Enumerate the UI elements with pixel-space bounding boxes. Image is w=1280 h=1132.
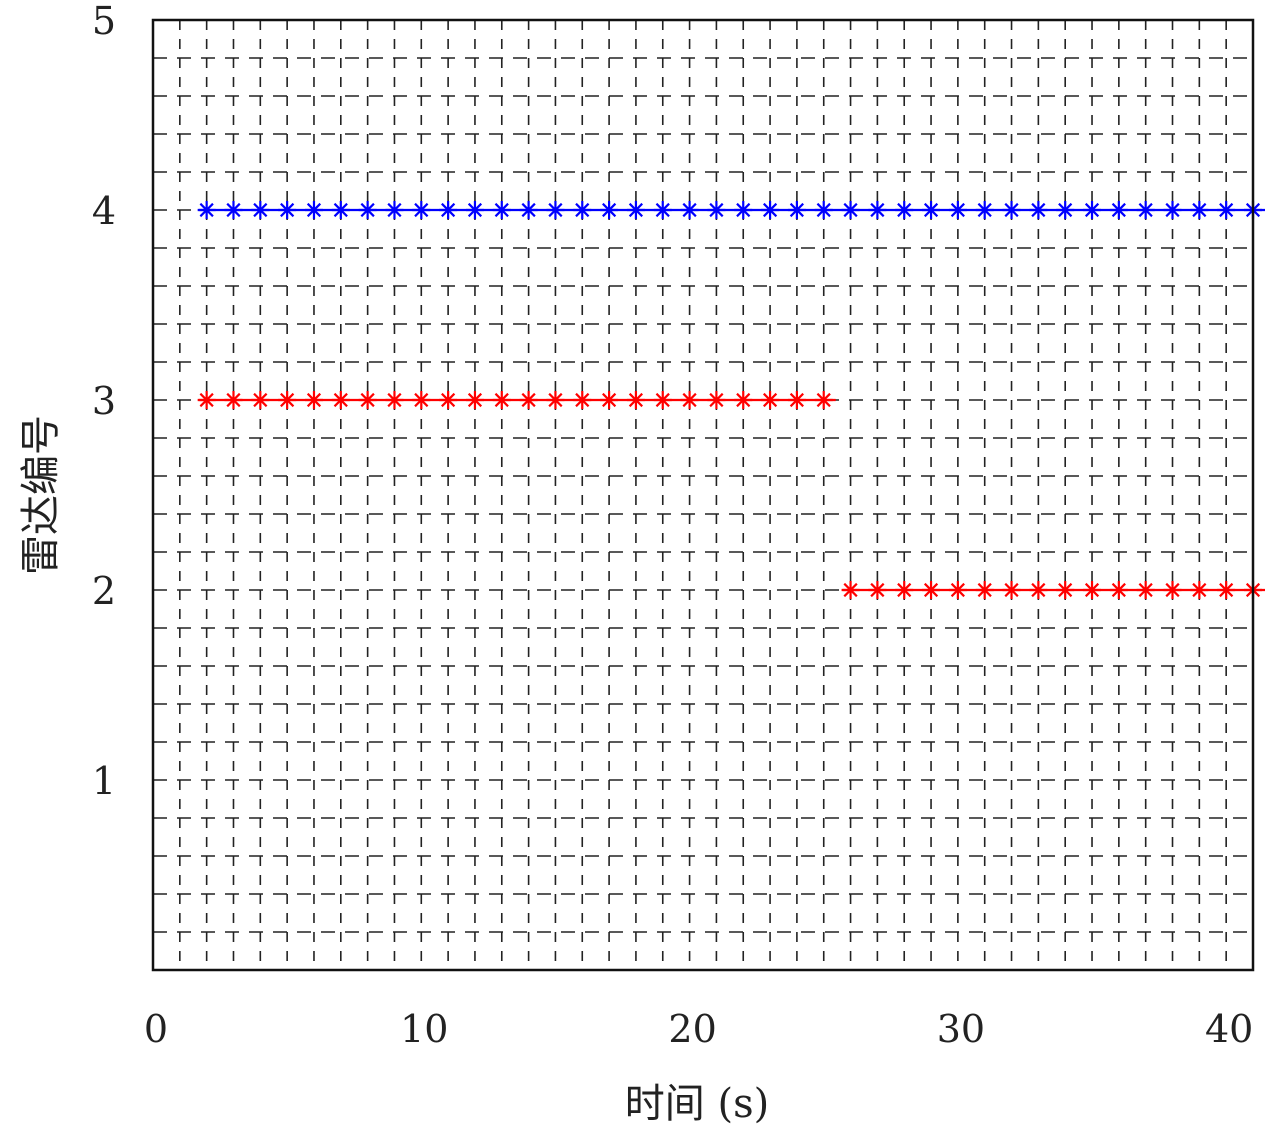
data-point <box>1029 581 1048 599</box>
data-point <box>1002 201 1021 219</box>
data-point <box>922 581 941 599</box>
data-point <box>1029 201 1048 219</box>
x-tick-label: 30 <box>937 1007 985 1051</box>
data-point <box>868 201 887 219</box>
data-point <box>1056 201 1075 219</box>
data-point <box>304 201 323 219</box>
data-point <box>573 201 592 219</box>
data-point <box>1056 581 1075 599</box>
data-point <box>331 391 350 409</box>
x-tick-labels: 0 10 20 30 40 <box>144 1007 1253 1051</box>
data-point <box>519 391 538 409</box>
data-point <box>975 201 994 219</box>
data-point <box>868 581 887 599</box>
y-tick-label: 2 <box>92 569 116 613</box>
data-point <box>1217 581 1236 599</box>
data-point <box>814 391 833 409</box>
data-point <box>1083 581 1102 599</box>
data-point <box>546 201 565 219</box>
data-point <box>1136 581 1155 599</box>
data-point <box>600 391 619 409</box>
y-tick-labels: 1 2 3 4 5 <box>92 0 116 803</box>
y-tick-label: 1 <box>92 759 116 803</box>
data-point <box>1217 201 1236 219</box>
data-point <box>975 581 994 599</box>
data-point <box>734 391 753 409</box>
data-point <box>895 581 914 599</box>
data-point <box>787 201 806 219</box>
plot-frame <box>151 18 1255 972</box>
data-point <box>1190 581 1209 599</box>
data-point <box>385 391 404 409</box>
data-point <box>331 201 350 219</box>
grid <box>153 20 1253 970</box>
data-point <box>1083 201 1102 219</box>
data-point <box>1002 581 1021 599</box>
data-point <box>948 201 967 219</box>
data-point <box>412 391 431 409</box>
data-point <box>224 201 243 219</box>
data-point <box>492 391 511 409</box>
data-point <box>251 391 270 409</box>
data-point <box>600 201 619 219</box>
data-point <box>761 201 780 219</box>
data-point <box>948 581 967 599</box>
data-point <box>197 201 216 219</box>
data-point <box>1109 201 1128 219</box>
data-point <box>439 201 458 219</box>
x-tick-label: 0 <box>144 1007 168 1051</box>
data-point <box>1136 201 1155 219</box>
data-point <box>1163 581 1182 599</box>
series-lines <box>198 208 1265 592</box>
data-point <box>492 201 511 219</box>
data-point <box>278 201 297 219</box>
y-tick-label: 4 <box>92 189 116 233</box>
data-point <box>465 201 484 219</box>
data-point <box>814 201 833 219</box>
y-axis-label: 雷达编号 <box>18 415 64 575</box>
data-point <box>680 391 699 409</box>
data-point <box>546 391 565 409</box>
y-tick-label: 5 <box>92 0 116 43</box>
data-point <box>1163 201 1182 219</box>
data-point <box>895 201 914 219</box>
data-point <box>653 201 672 219</box>
x-axis-label: 时间 (s) <box>625 1081 769 1127</box>
y-tick-label: 3 <box>92 379 116 423</box>
data-point <box>573 391 592 409</box>
data-point <box>278 391 297 409</box>
data-point <box>626 391 645 409</box>
data-point <box>224 391 243 409</box>
x-tick-label: 20 <box>668 1007 716 1051</box>
data-point <box>465 391 484 409</box>
data-point <box>787 391 806 409</box>
data-point <box>519 201 538 219</box>
data-point <box>1109 581 1128 599</box>
data-point <box>412 201 431 219</box>
data-point <box>841 201 860 219</box>
data-point <box>197 391 216 409</box>
data-point <box>358 201 377 219</box>
data-point <box>761 391 780 409</box>
data-point <box>707 201 726 219</box>
data-point <box>439 391 458 409</box>
x-tick-label: 10 <box>400 1007 448 1051</box>
data-point <box>841 581 860 599</box>
data-point <box>251 201 270 219</box>
markers <box>197 201 1262 599</box>
data-point <box>385 201 404 219</box>
data-point <box>734 201 753 219</box>
data-point <box>653 391 672 409</box>
x-tick-label: 40 <box>1205 1007 1253 1051</box>
data-point <box>358 391 377 409</box>
data-point <box>922 201 941 219</box>
data-point <box>707 391 726 409</box>
data-point <box>1190 201 1209 219</box>
data-point <box>680 201 699 219</box>
data-point <box>304 391 323 409</box>
data-point <box>626 201 645 219</box>
